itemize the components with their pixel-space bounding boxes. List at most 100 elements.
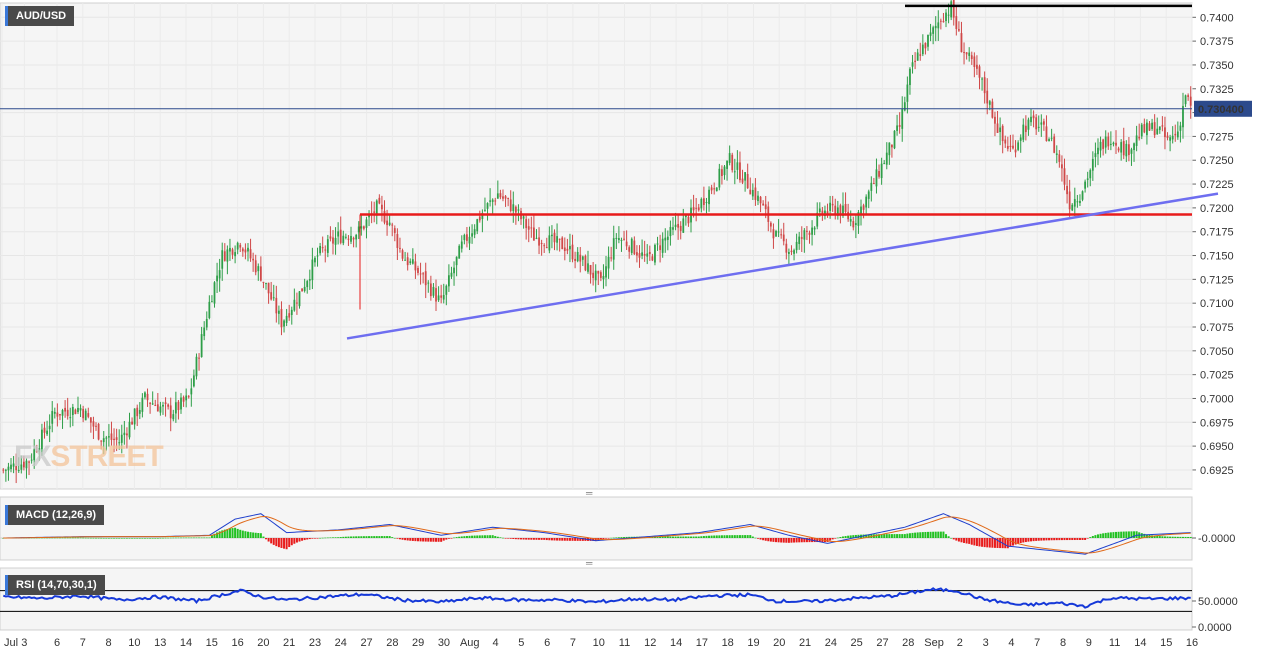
date-tick-label: 27 <box>360 637 372 649</box>
macd-histogram-bar <box>831 538 834 540</box>
candle-body <box>1019 137 1022 141</box>
candle-body <box>921 44 924 55</box>
macd-histogram-bar <box>216 532 219 538</box>
macd-histogram-bar <box>713 535 716 538</box>
candle-body <box>628 247 631 252</box>
macd-histogram-bar <box>880 534 883 538</box>
candle-body <box>393 228 396 233</box>
date-tick-label: 8 <box>1060 637 1066 649</box>
candle-body <box>762 203 765 206</box>
candle-body <box>988 101 991 105</box>
pane-resize-handle-macd[interactable]: ═ <box>586 488 593 498</box>
macd-histogram-bar <box>368 536 371 538</box>
candle-body <box>1164 127 1166 138</box>
macd-histogram-bar <box>100 537 103 539</box>
candle-body <box>1061 164 1063 169</box>
candle-body <box>1179 125 1182 131</box>
macd-histogram-bar <box>337 537 340 538</box>
candle-body <box>1050 137 1053 139</box>
macd-histogram-bar <box>1066 538 1069 541</box>
macd-histogram-bar <box>424 538 427 542</box>
macd-histogram-bar <box>494 536 497 538</box>
macd-histogram-bar <box>723 535 726 538</box>
candle-body <box>700 198 703 209</box>
candle-body <box>659 245 662 251</box>
macd-histogram-bar <box>1115 531 1118 538</box>
candle-body <box>411 259 414 264</box>
candle-body <box>257 266 260 272</box>
candle-body <box>1187 95 1190 97</box>
macd-histogram-bar <box>303 538 306 541</box>
macd-histogram-bar <box>455 537 458 538</box>
macd-histogram-bar <box>751 536 754 538</box>
candle-body <box>262 281 265 283</box>
candle-body <box>399 247 401 249</box>
candle-body <box>708 189 710 205</box>
macd-histogram-bar <box>1063 538 1066 541</box>
macd-histogram-bar <box>254 532 257 538</box>
candle-body <box>751 189 754 197</box>
macd-histogram-bar <box>447 538 450 539</box>
macd-histogram-bar <box>576 538 579 541</box>
candle-body <box>844 203 847 213</box>
candle-body <box>471 233 473 237</box>
candle-body <box>442 295 445 300</box>
macd-histogram-bar <box>339 537 342 538</box>
macd-histogram-bar <box>952 538 955 540</box>
candle-body <box>432 286 435 296</box>
candle-body <box>105 437 108 439</box>
candle-body <box>566 248 569 251</box>
macd-histogram-bar <box>780 538 783 543</box>
macd-histogram-bar <box>393 537 396 539</box>
macd-histogram-bar <box>579 538 582 541</box>
macd-histogram-bar <box>1089 537 1092 538</box>
macd-histogram-bar <box>107 537 110 539</box>
macd-histogram-bar <box>313 538 316 539</box>
macd-histogram-bar <box>777 538 780 543</box>
candle-body <box>7 466 10 471</box>
price-tick-label: 0.7075 <box>1200 322 1234 334</box>
macd-histogram-bar <box>975 538 978 546</box>
macd-histogram-bar <box>525 538 528 540</box>
candle-body <box>352 237 355 240</box>
date-tick-label: 3 <box>983 637 989 649</box>
candle-body <box>440 295 443 298</box>
macd-histogram-bar <box>916 532 919 538</box>
candle-body <box>102 438 105 443</box>
macd-histogram-bar <box>167 537 170 539</box>
candle-body <box>1045 126 1048 142</box>
candle-body <box>888 142 891 156</box>
price-tick-label: 0.7325 <box>1200 84 1234 96</box>
candle-body <box>316 255 319 257</box>
candle-body <box>195 356 198 377</box>
macd-histogram-bar <box>563 538 566 541</box>
macd-histogram-bar <box>530 538 533 540</box>
macd-histogram-bar <box>1122 531 1125 538</box>
macd-histogram-bar <box>128 537 131 539</box>
candle-body <box>33 449 36 461</box>
macd-histogram-bar <box>1140 533 1143 538</box>
candle-body <box>857 211 860 226</box>
macd-title: MACD (12,26,9) <box>5 505 105 525</box>
candle-body <box>757 195 759 202</box>
candle-body <box>741 178 744 183</box>
macd-histogram-bar <box>527 538 530 540</box>
macd-histogram-bar <box>1130 531 1133 538</box>
candle-body <box>381 204 383 210</box>
pane-resize-handle-rsi[interactable]: ═ <box>586 558 593 568</box>
candle-body <box>860 206 862 215</box>
macd-histogram-bar <box>1040 538 1043 541</box>
macd-histogram-bar <box>182 537 185 539</box>
macd-histogram-bar <box>244 531 247 538</box>
candle-body <box>950 1 953 18</box>
candle-body <box>612 238 615 260</box>
candle-body <box>927 34 929 47</box>
candle-body <box>355 234 358 240</box>
macd-histogram-bar <box>450 538 453 539</box>
candle-body <box>831 203 834 206</box>
macd-histogram-bar <box>293 538 296 544</box>
candle-body <box>71 406 74 416</box>
date-tick-label: 13 <box>154 637 166 649</box>
candle-body <box>517 209 520 211</box>
candle-body <box>378 197 381 204</box>
